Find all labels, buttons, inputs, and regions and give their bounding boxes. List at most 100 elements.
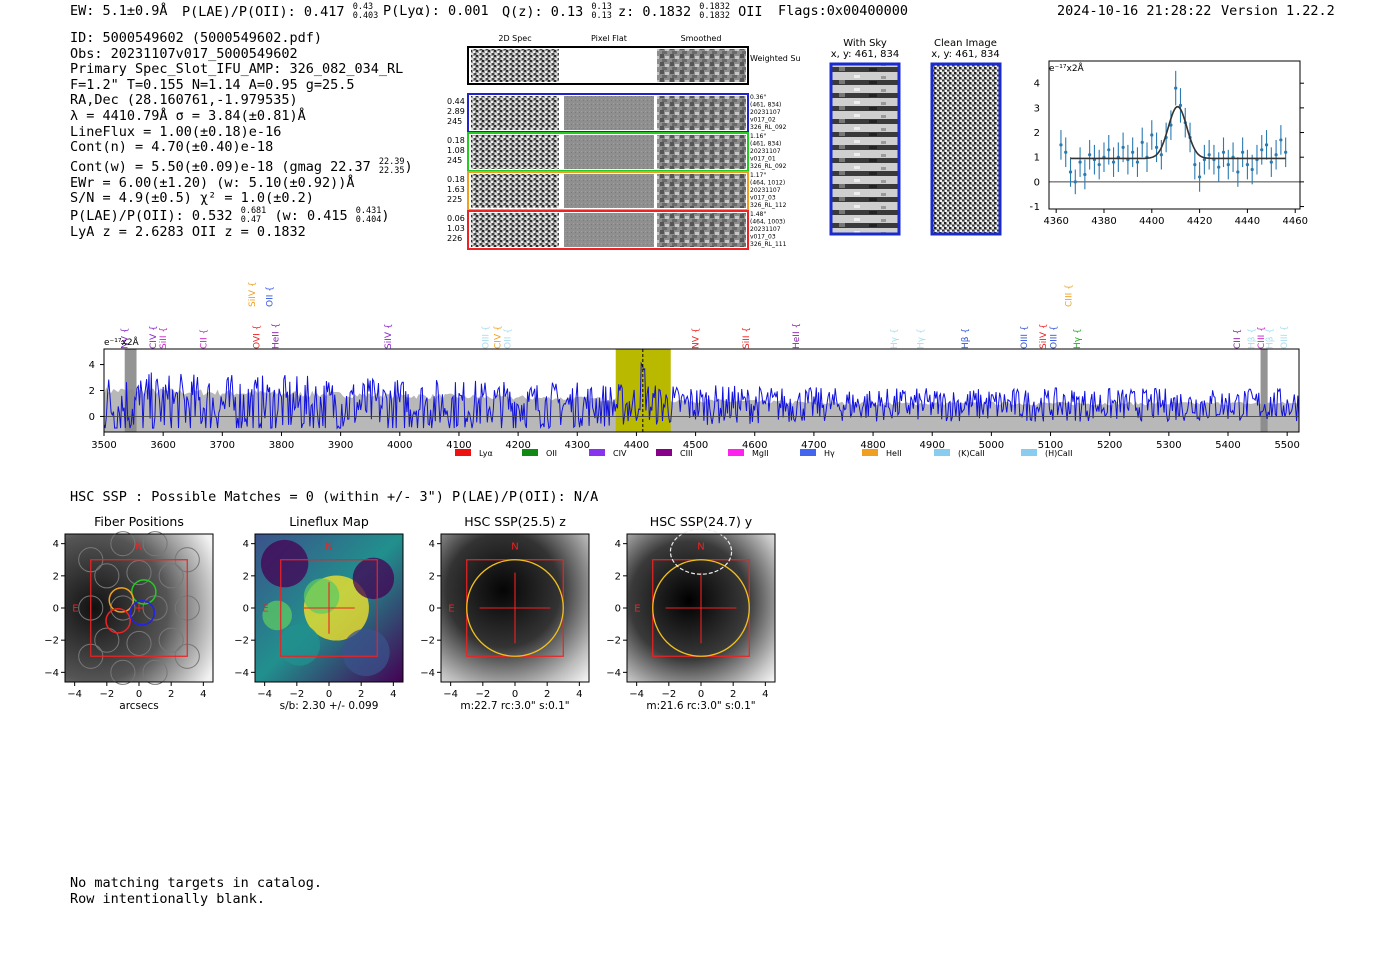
hsc-ytick-label: −2 [606,636,621,647]
fiber-circle [158,563,184,589]
hsc-ytick-label: 4 [615,539,621,550]
zoom-point [1150,133,1154,137]
aperture-box [90,559,188,657]
hsc-ytick-label: −4 [45,668,59,679]
hsc-ytick-label: −4 [420,668,435,679]
spectrum-xtick-label: 4600 [742,440,767,451]
zoom-point [1221,150,1226,154]
header-z-value: z: 0.1832 [618,4,692,20]
cutout-left-label: 0.18 [447,175,465,184]
fiber-circle [142,659,168,685]
spectrum-xtick-label: 5100 [1038,440,1063,451]
spectrum-xtick-label: 4900 [919,440,944,451]
line-id-label: Hγ { [890,328,900,349]
legend-swatch [728,449,744,456]
cutout-right-label: (461, 834) [750,102,781,109]
detection-info: ID: 5000549602 (5000549602.pdf) Obs: 202… [70,30,413,241]
cutout-right-label: 326_RL_112 [750,202,787,209]
hsc-panel-title: Lineflux Map [289,514,369,529]
cutout-col-2dspec: 2D Spec [498,34,531,43]
line-id-label: CIV { [493,325,503,349]
zoom-point [1245,163,1250,167]
legend-swatch [800,449,816,456]
cutout-right-label: 20231107 [750,109,781,116]
hsc-xtick-label: −4 [629,689,644,700]
cutout-pixelflat [564,213,654,247]
cutout-left-label: 2.89 [447,107,465,116]
zoom-point [1202,158,1206,162]
cutout-left-label: 1.63 [447,185,465,194]
fiber-circle [110,531,136,557]
cutout-smoothed [657,135,746,169]
spectrum-ytick-label: 0 [89,412,95,423]
clean-image-title: Clean Image x, y: 461, 834 [931,38,1000,60]
legend-label: OII [546,449,557,458]
cutout-right-label: 20231107 [750,148,781,155]
zoom-xtick-label: 4420 [1187,216,1212,227]
header-plae-value: P(LAE)/P(OII): 0.417 [182,4,345,20]
fiber-red [105,608,131,634]
hsc-xtick-label: 2 [544,689,550,700]
header-version: Version 1.22.2 [1221,3,1335,19]
spectrum-ytick-label: 4 [89,360,95,371]
zoom-point [1059,143,1063,147]
line-id-label: SiII { [159,327,169,349]
sky-cutouts [829,62,1002,236]
fiber-orange [108,587,135,613]
zoom-point [1236,170,1240,174]
info-lyaz: LyA z = 2.6283 OII z = 0.1832 [70,223,306,240]
cutout-col-smoothed: Smoothed [681,34,722,43]
cutout-2dspec [471,213,559,247]
header-flags: Flags:0x00400000 [778,3,909,19]
spectrum-xtick-label: 3700 [210,440,235,451]
cutout-pixelflat [564,174,654,208]
info-lineflux: LineFlux = 1.00(±0.18)e-16 [70,123,282,140]
cutout-pixelflat [564,135,654,169]
hsc-panels: Fiber Positions N E 4 2 0 −2 −4 −4 −2 0 2 4 arcsecs Li… [45,514,776,712]
spectrum-xtick-label: 4100 [446,440,471,451]
spectrum-xtick-label: 4400 [624,440,649,451]
info-contn: Cont(n) = 4.70(±0.40)e-18 [70,139,274,156]
info-contw: Cont(w) = 5.50(±0.09)e-18 (gmag 22.37 22… [70,156,413,176]
line-id-label: OII { [266,286,276,307]
zoom-xtick-label: 4380 [1091,216,1116,227]
fiber-circle [142,531,168,557]
fiber-blue [129,600,156,626]
cutout-right-label: 326_RL_092 [750,163,787,170]
search-radius-circle [652,559,750,657]
zoom-ytick-label: 1 [1034,153,1040,164]
spectrum-masked-band [124,349,137,432]
spectrum-xtick-label: 4300 [565,440,590,451]
cutout-right-label: v017_02 [750,117,776,124]
lineflux-blob [352,557,395,600]
info-obs: Obs: 20231107v017_5000549602 [70,45,298,62]
info-sn: S/N = 4.9(±0.5) χ² = 1.0(±0.2) [70,190,314,207]
legend-label: HeII [886,449,902,458]
zoom-point [1078,160,1082,164]
weighted-sum-2dspec [471,49,559,82]
line-id-label: OII { [503,328,513,349]
fiber-green [131,579,157,605]
hsc-xtick-label: 4 [576,689,582,700]
clean-image [930,62,1002,236]
legend-label: Lyα [479,449,493,458]
zoom-point [1207,153,1211,157]
line-id-label: HeII { [792,323,802,349]
hsc-summary: HSC SSP : Possible Matches = 0 (within +… [70,489,599,505]
zoom-point [1068,170,1073,174]
fiber-circle [110,595,136,621]
spectrum-error-band [104,387,1299,432]
zoom-xtick-label: 4360 [1043,216,1068,227]
cutout-right-label: 20231107 [750,226,781,233]
hsc-ytick-label: 2 [243,571,249,582]
zoom-fit-curve [1070,105,1286,160]
line-id-label: SiII { [742,327,752,349]
hsc-xtick-label: −2 [289,689,304,700]
cutout-left-label: 245 [447,156,462,165]
fiber-circle [94,627,120,653]
info-plae2: P(LAE)/P(OII): 0.532 0.681 0.47 (w: 0.415… [70,205,390,225]
line-id-label: CIII { [1257,326,1267,349]
cutout-col-pixelflat: Pixel Flat [591,34,627,43]
line-id-label: SiIV { [384,323,394,349]
